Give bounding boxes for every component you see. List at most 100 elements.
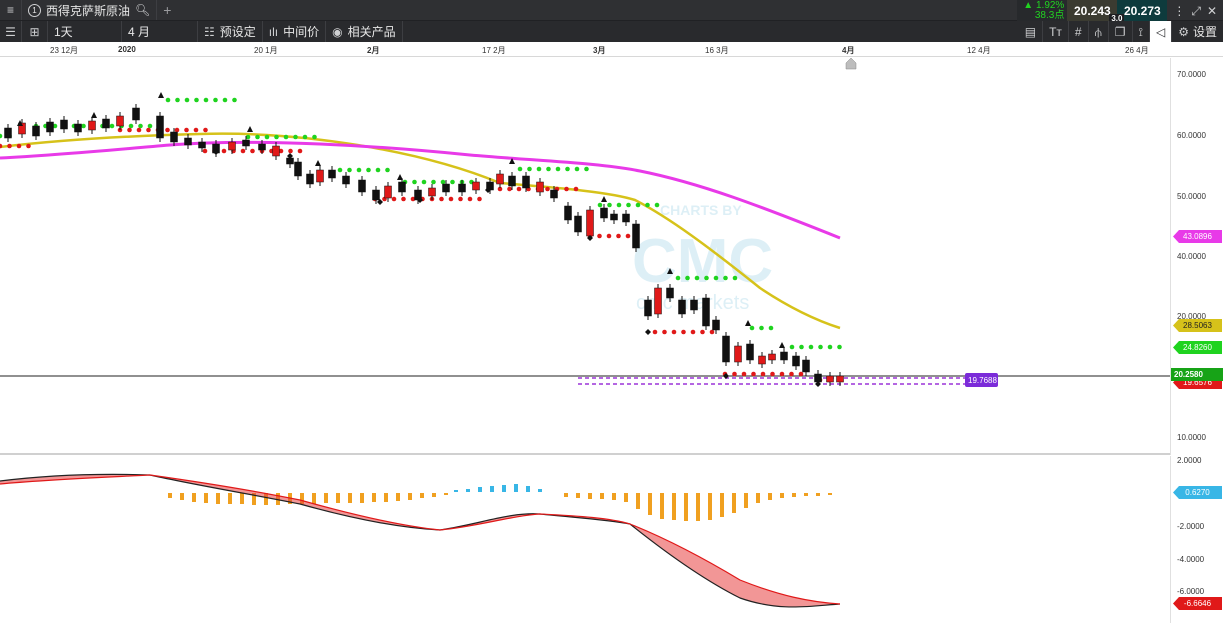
data-window-button[interactable]: ▤ xyxy=(1019,21,1044,42)
ask-price-button[interactable]: 3.0 20.273 xyxy=(1109,0,1168,23)
instrument-tab[interactable]: 1 西得克萨斯原油 🔍︎ xyxy=(22,0,158,20)
candle-body xyxy=(802,359,810,373)
sar-dot xyxy=(517,166,523,172)
spread-value: 3.0 xyxy=(1109,14,1125,23)
sar-dot xyxy=(555,166,561,172)
candle-body xyxy=(228,141,236,151)
sar-dot xyxy=(690,329,696,335)
time-label: 2020 xyxy=(118,45,136,54)
macd-signal-line xyxy=(0,474,841,605)
macd-bar-negative xyxy=(192,493,196,502)
candle-body xyxy=(508,175,516,187)
sar-dot xyxy=(694,275,700,281)
bid-price-button[interactable]: 20.243 xyxy=(1067,0,1118,21)
sar-dot xyxy=(616,233,621,239)
chart-tools: ▤ Tт # ⫛ ❐ ⟟ ◁ ⚙ 设置 xyxy=(1019,21,1223,42)
sar-dot xyxy=(128,123,134,129)
candle-body xyxy=(758,355,766,365)
indicators-icon: ⫛ xyxy=(1094,24,1102,39)
drag-handle-icon[interactable]: ⋮ xyxy=(1173,3,1186,18)
last-price-label: 20.2580 xyxy=(1171,368,1223,381)
sar-dot xyxy=(52,123,58,129)
preset-label: 预设定 xyxy=(219,25,256,39)
price-tag-button[interactable]: ◁ xyxy=(1149,21,1173,42)
candle-body xyxy=(18,122,26,135)
diamond-marker xyxy=(485,187,491,193)
indicators-button[interactable]: ⫛ xyxy=(1089,21,1109,42)
up-arrow xyxy=(247,126,253,132)
macd-chart[interactable] xyxy=(0,456,1223,623)
macd-bar-negative xyxy=(420,493,424,498)
add-tab-button[interactable]: + xyxy=(157,0,177,20)
sar-dot xyxy=(7,143,12,149)
sar-dot xyxy=(412,179,417,185)
up-arrow xyxy=(667,268,673,274)
candle-body xyxy=(32,125,40,137)
settings-button[interactable]: ⚙ 设置 xyxy=(1172,21,1223,42)
sar-dot xyxy=(175,97,180,103)
close-icon[interactable]: ✕ xyxy=(1206,3,1217,18)
search-icon[interactable]: 🔍︎ xyxy=(135,3,151,17)
candle-body xyxy=(60,119,68,130)
related-products-button[interactable]: ◉ 相关产品 xyxy=(326,21,403,42)
sar-dot xyxy=(597,202,603,208)
sar-dot xyxy=(654,202,660,208)
sar-dot xyxy=(704,275,709,281)
candle-body xyxy=(458,183,466,193)
layout-button[interactable]: ⊞ xyxy=(22,21,48,42)
candle-body xyxy=(792,355,800,367)
sar-dot xyxy=(675,275,681,281)
text-tool-button[interactable]: Tт xyxy=(1043,21,1069,42)
sar-dot xyxy=(448,196,454,202)
candle-body xyxy=(358,179,366,193)
macd-bar-negative xyxy=(336,493,340,503)
macd-bar-negative xyxy=(588,493,592,499)
range-value: 4 月 xyxy=(128,25,151,39)
candle-body xyxy=(428,187,436,197)
sar-dot xyxy=(565,166,570,172)
macd-bar-negative xyxy=(732,493,736,513)
list-view-button[interactable]: ☰ xyxy=(0,21,22,42)
price-tick: 10.0000 xyxy=(1177,433,1206,442)
order-marker[interactable] xyxy=(965,373,998,387)
date-marker[interactable] xyxy=(845,58,857,70)
sar-dot xyxy=(645,202,650,208)
macd-bar-negative xyxy=(816,493,820,496)
watermark: CHARTS BY CMC cmc markets xyxy=(632,202,773,314)
sar-dot xyxy=(283,134,289,140)
candle-body xyxy=(74,123,82,133)
candle-body xyxy=(746,343,754,361)
candle-body xyxy=(316,169,324,183)
sar-dot xyxy=(759,325,764,331)
range-select[interactable]: 4 月 xyxy=(122,21,198,42)
chart-toolbar: ☰ ⊞ 1天 4 月 ☷ 预设定 ılı 中间价 ◉ 相关产品 ▤ Tт # ⫛… xyxy=(0,21,1223,42)
macd-bar-negative xyxy=(648,493,652,515)
price-chart[interactable]: CHARTS BY CMC cmc markets 19.7688 xyxy=(0,58,1223,455)
tag-icon: ◁ xyxy=(1155,24,1166,39)
expand-icon[interactable]: ⤢ xyxy=(1191,3,1201,18)
up-arrow xyxy=(397,174,403,180)
time-label: 26 4月 xyxy=(1125,46,1149,55)
layout-grid-icon: ⊞ xyxy=(29,24,40,39)
time-label: 23 12月 xyxy=(50,46,79,55)
sar-dot xyxy=(337,167,343,173)
sar-dot xyxy=(232,97,237,103)
windows-button[interactable]: ❐ xyxy=(1109,21,1133,42)
sar-dot xyxy=(584,166,589,172)
interval-select[interactable]: 1天 xyxy=(48,21,122,42)
sar-dot xyxy=(203,97,209,103)
candle-body xyxy=(574,215,582,233)
mid-price-button[interactable]: ılı 中间价 xyxy=(263,21,327,42)
candle-body xyxy=(242,139,250,147)
macd-signal-label: -6.6646 xyxy=(1173,597,1222,610)
sar-dot xyxy=(138,123,143,129)
sar-dot xyxy=(709,329,715,335)
macd-bar-negative xyxy=(408,493,412,500)
up-arrow xyxy=(601,196,607,202)
grid-button[interactable]: # xyxy=(1069,21,1089,42)
menu-button[interactable]: ≡ xyxy=(0,0,22,20)
sar-dot xyxy=(366,167,371,173)
pin-button[interactable]: ⟟ xyxy=(1133,21,1150,42)
macd-fill xyxy=(0,474,840,607)
preset-button[interactable]: ☷ 预设定 xyxy=(198,21,263,42)
